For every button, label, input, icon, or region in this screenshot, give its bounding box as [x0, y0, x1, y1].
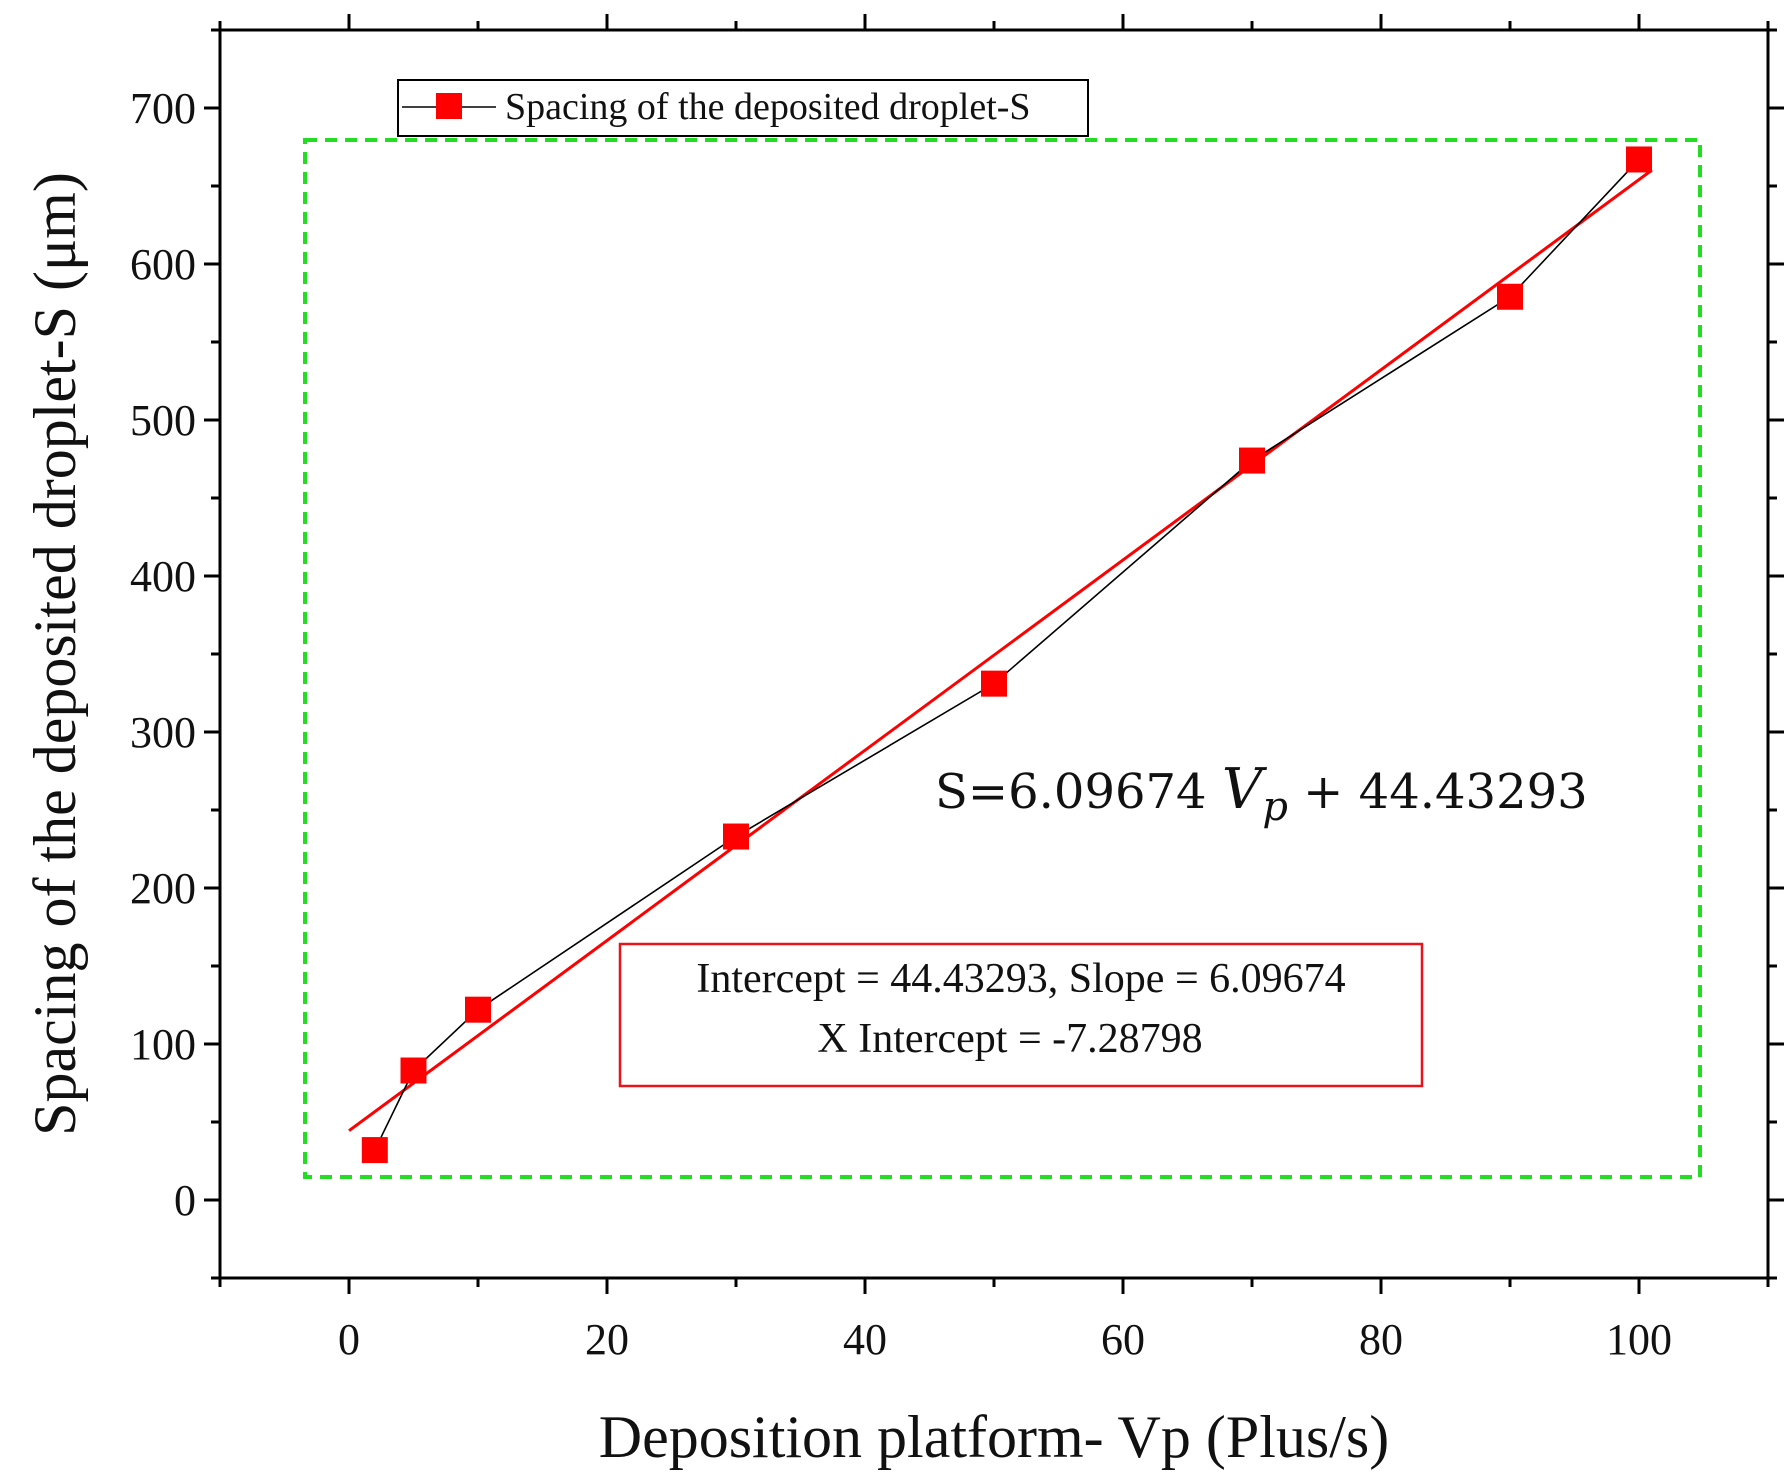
data-point	[981, 670, 1007, 697]
equation-prefix: S=6.09674	[935, 764, 1222, 820]
y-axis: 0 100 200 300 400 500 600 700	[130, 28, 1784, 1280]
y-tick-label: 600	[130, 240, 196, 289]
data-point	[361, 1137, 388, 1164]
legend-label: Spacing of the deposited droplet-S	[505, 86, 1031, 128]
data-point	[400, 1057, 427, 1084]
fit-stats-box	[618, 942, 1424, 1088]
x-tick-label: 60	[1101, 1315, 1145, 1364]
data-point	[723, 823, 749, 850]
y-tick-label: 500	[130, 396, 196, 445]
x-tick-label: 0	[338, 1315, 360, 1364]
y-tick-label: 100	[130, 1020, 196, 1069]
equation-suffix: + 44.43293	[1288, 764, 1588, 820]
x-tick-label: 20	[585, 1315, 629, 1364]
highlight-box	[303, 138, 1702, 1179]
legend-box	[397, 79, 1089, 137]
x-tick-label: 80	[1359, 1315, 1403, 1364]
series-markers	[361, 146, 1652, 1164]
x-axis: 0 20 40 60 80 100	[218, 14, 1770, 1364]
data-point	[1626, 146, 1652, 173]
y-tick-label: 400	[130, 552, 196, 601]
fit-equation: S=6.09674 Vp + 44.43293	[935, 757, 1588, 830]
x-axis-title: Deposition platform- Vp (Plus/s)	[599, 1404, 1390, 1470]
y-tick-label: 200	[130, 864, 196, 913]
stats-line-2: X Intercept = -7.28798	[817, 1016, 1202, 1062]
legend-marker	[436, 93, 462, 119]
linear-fit-line	[348, 168, 1653, 1132]
data-point	[1239, 447, 1265, 474]
data-point	[1497, 283, 1523, 310]
data-point	[465, 996, 491, 1023]
legend: Spacing of the deposited droplet-S	[397, 79, 1089, 137]
y-tick-label: 300	[130, 708, 196, 757]
y-tick-label: 0	[174, 1176, 196, 1225]
y-axis-title: Spacing of the deposited droplet-S (μm)	[22, 172, 88, 1136]
y-tick-label: 700	[130, 84, 196, 133]
stats-line-1: Intercept = 44.43293, Slope = 6.09674	[696, 956, 1345, 1002]
equation-variable: V	[1222, 757, 1268, 822]
x-tick-label: 40	[843, 1315, 887, 1364]
x-tick-label: 100	[1606, 1315, 1672, 1364]
equation-subscript: p	[1262, 784, 1288, 830]
